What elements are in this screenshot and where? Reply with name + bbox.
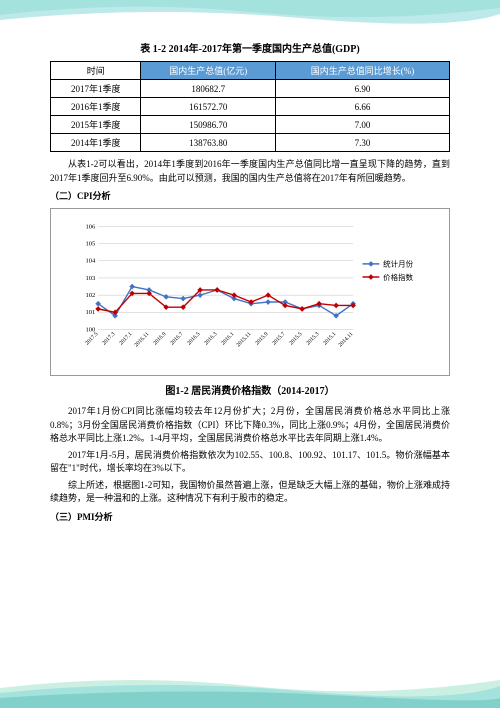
table-cell: 2017年1季度 [51, 80, 141, 98]
table-row: 2016年1季度161572.706.66 [51, 98, 450, 116]
svg-text:2017.3: 2017.3 [101, 331, 116, 346]
table-cell: 7.00 [276, 116, 450, 134]
svg-text:101: 101 [85, 309, 95, 316]
table-row: 2014年1季度138763.807.30 [51, 134, 450, 152]
svg-text:2014.11: 2014.11 [338, 331, 355, 348]
cpi-chart: 1001011021031041051062017.52017.32017.12… [50, 208, 450, 376]
svg-text:2016.3: 2016.3 [203, 331, 218, 346]
table-cell: 2016年1季度 [51, 98, 141, 116]
table-cell: 150986.70 [141, 116, 276, 134]
section-head-pmi: （三）PMI分析 [50, 510, 450, 523]
table-header: 时间 [51, 62, 141, 80]
svg-text:2015.1: 2015.1 [322, 331, 337, 346]
gdp-table: 时间国内生产总值(亿元)国内生产总值同比增长(%) 2017年1季度180682… [50, 61, 450, 152]
table-row: 2017年1季度180682.76.90 [51, 80, 450, 98]
paragraph-2: 2017年1月份CPI同比涨幅均较去年12月份扩大；2月份，全国居民消费价格总水… [50, 405, 450, 446]
svg-text:2017.5: 2017.5 [84, 331, 99, 346]
table-cell: 180682.7 [141, 80, 276, 98]
table-row: 2015年1季度150986.707.00 [51, 116, 450, 134]
table-cell: 6.90 [276, 80, 450, 98]
svg-text:2016.5: 2016.5 [186, 331, 201, 346]
svg-text:105: 105 [85, 240, 96, 247]
svg-text:2016.7: 2016.7 [169, 331, 184, 346]
svg-text:2015.7: 2015.7 [271, 331, 286, 346]
paragraph-4: 综上所述，根据图1-2可知，我国物价虽然普遍上涨，但是缺乏大幅上涨的基础，物价上… [50, 479, 450, 506]
svg-text:104: 104 [85, 258, 96, 265]
paragraph-1: 从表1-2可以看出，2014年1季度到2016年一季度国内生产总值同比增一直呈现… [50, 158, 450, 185]
table-cell: 161572.70 [141, 98, 276, 116]
svg-text:2016.1: 2016.1 [220, 331, 235, 346]
table-cell: 138763.80 [141, 134, 276, 152]
svg-text:2015.3: 2015.3 [305, 331, 320, 346]
cpi-line-chart-svg: 1001011021031041051062017.52017.32017.12… [59, 217, 441, 367]
svg-text:统计月份: 统计月份 [383, 259, 413, 269]
svg-text:价格指数: 价格指数 [383, 272, 413, 282]
svg-text:2016.9: 2016.9 [152, 331, 167, 346]
svg-text:103: 103 [85, 275, 96, 282]
svg-text:2015.11: 2015.11 [236, 331, 253, 348]
table-cell: 2015年1季度 [51, 116, 141, 134]
table-header: 国内生产总值同比增长(%) [276, 62, 450, 80]
svg-text:106: 106 [85, 223, 96, 230]
table-title: 表 1-2 2014年-2017年第一季度国内生产总值(GDP) [50, 40, 450, 55]
svg-text:2015.9: 2015.9 [254, 331, 269, 346]
chart-caption: 图1-2 居民消费价格指数（2014-2017） [50, 382, 450, 397]
table-cell: 7.30 [276, 134, 450, 152]
table-header: 国内生产总值(亿元) [141, 62, 276, 80]
svg-text:2016.11: 2016.11 [134, 331, 151, 348]
svg-text:102: 102 [85, 292, 95, 299]
paragraph-3: 2017年1月-5月，居民消费价格指数依次为102.55、100.8、100.9… [50, 449, 450, 476]
table-cell: 2014年1季度 [51, 134, 141, 152]
decorative-wave-bottom [0, 658, 500, 708]
table-cell: 6.66 [276, 98, 450, 116]
section-head-cpi: （二）CPI分析 [50, 189, 450, 202]
svg-text:2017.1: 2017.1 [118, 331, 133, 346]
svg-text:2015.5: 2015.5 [288, 331, 303, 346]
